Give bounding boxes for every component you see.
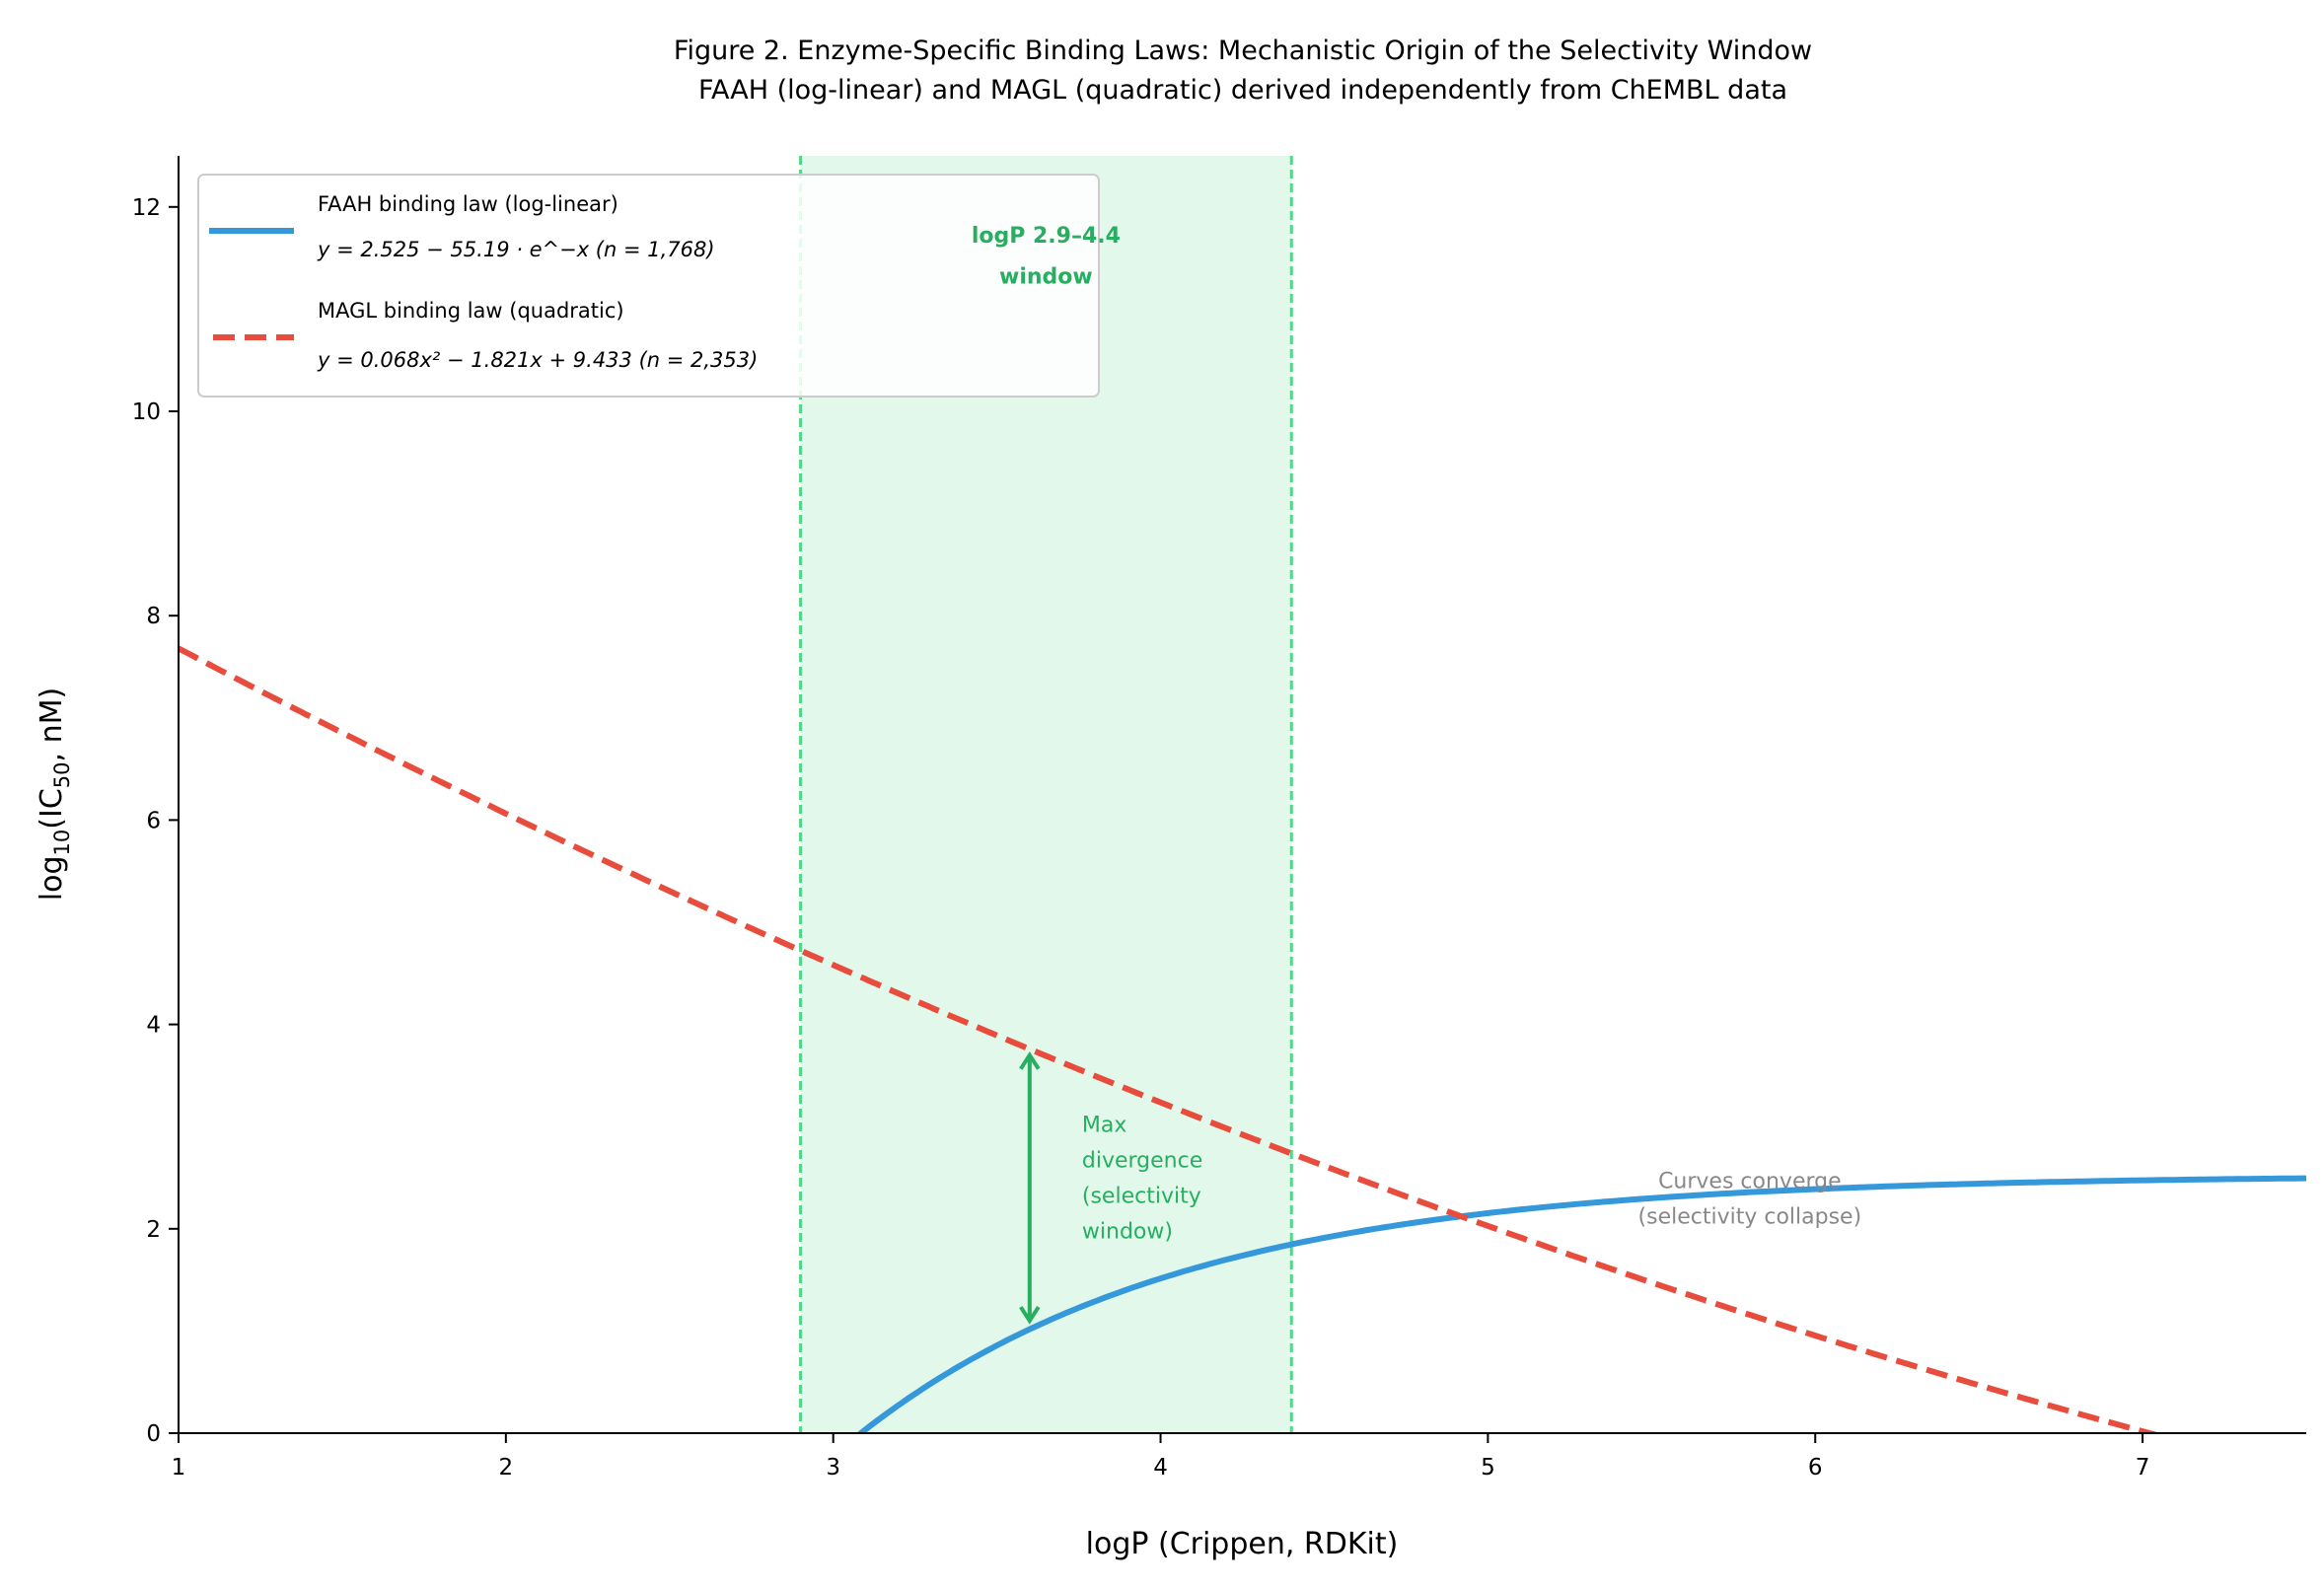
divergence-arrow [1019,1050,1041,1325]
x-tick-label: 6 [1808,1455,1823,1481]
x-tick-label: 3 [826,1455,840,1481]
legend-equation-magl: y = 0.068x² − 1.821x + 9.433 (n = 2,353) [317,348,758,372]
window-label-line2: window [999,265,1093,290]
y-tick-label: 12 [132,195,161,221]
chart-subtitle: FAAH (log-linear) and MAGL (quadratic) d… [698,75,1787,106]
chart-title: Figure 2. Enzyme-Specific Binding Laws: … [674,36,1812,66]
divergence-line: window) [1082,1219,1173,1244]
divergence-line: Max [1082,1113,1126,1137]
legend-box [197,174,1100,398]
y-tick-label: 8 [146,604,161,629]
y-tick-label: 10 [132,399,161,425]
x-tick-label: 4 [1153,1455,1168,1481]
converge-annotation: Curves converge (selectivity collapse) [1638,1169,1862,1229]
x-axis-label: logP (Crippen, RDKit) [1086,1527,1399,1561]
converge-line: Curves converge [1658,1169,1842,1193]
legend: FAAH binding law (log-linear) y = 2.525 … [197,174,1100,398]
arrow-head-bottom [1019,1305,1041,1325]
window-label-line1: logP 2.9–4.4 [972,224,1121,249]
magl-curve [179,645,2161,1433]
y-tick-label: 4 [146,1013,161,1039]
divergence-line: (selectivity [1082,1184,1201,1208]
y-axis-label: log10(IC50, nM) [35,687,74,901]
x-tick-label: 5 [1481,1455,1495,1481]
y-tick-label: 0 [146,1421,161,1447]
divergence-annotation: Max divergence (selectivity window) [1082,1113,1202,1244]
legend-label-magl: MAGL binding law (quadratic) [318,299,624,323]
x-tick-label: 2 [499,1455,514,1481]
y-tick-label: 6 [146,808,161,833]
legend-equation-faah: y = 2.525 − 55.19 · e^−x (n = 1,768) [317,238,715,261]
x-tick-label: 7 [2136,1455,2150,1481]
arrow-head-top [1019,1050,1041,1070]
divergence-line: divergence [1082,1148,1202,1173]
faah-curve [855,1175,2306,1433]
converge-line: (selectivity collapse) [1638,1204,1862,1229]
legend-label-faah: FAAH binding law (log-linear) [318,192,618,216]
y-tick-label: 2 [146,1217,161,1243]
x-tick-label: 1 [172,1455,186,1481]
